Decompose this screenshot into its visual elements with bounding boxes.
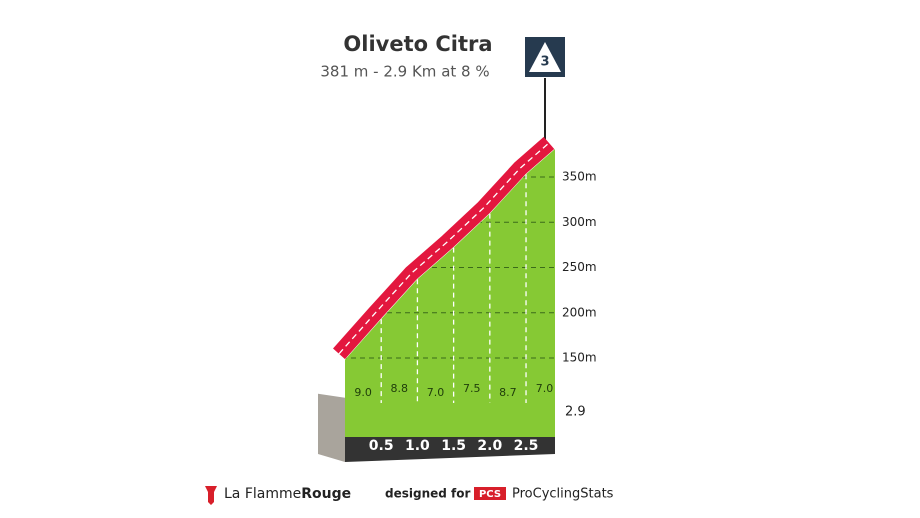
gradient-label: 7.0 [536, 382, 554, 395]
x-label: 1.5 [441, 438, 466, 454]
base-side [318, 393, 345, 462]
x-end-label: 2.9 [565, 405, 586, 420]
pcs: PCS [479, 489, 501, 500]
x-label: 2.5 [514, 438, 539, 454]
subtitle: 381 m - 2.9 Km at 8 % [320, 63, 489, 81]
brand-1: La Flamme [224, 486, 301, 502]
designed-for: designed for [385, 487, 470, 501]
pcs-logo [474, 487, 506, 500]
brand-2: Rouge [301, 486, 351, 502]
gradient-label: 9.0 [354, 386, 372, 399]
y-tick-label: 150m [562, 351, 597, 365]
x-label: 1.0 [405, 438, 430, 454]
gradient-label: 8.7 [499, 386, 517, 399]
road-centre [338, 142, 550, 355]
gradient-label: 7.5 [463, 382, 481, 395]
profile-face [345, 148, 555, 437]
base-front [345, 437, 555, 462]
site: ProCyclingStats [512, 487, 614, 502]
y-tick-label: 350m [562, 170, 597, 184]
x-label: 0.5 [369, 438, 394, 454]
gradient-label: 7.0 [427, 386, 445, 399]
title: Oliveto Citra [343, 32, 492, 56]
badge-triangle [529, 42, 561, 72]
flamme-logo [205, 486, 217, 505]
y-tick-label: 200m [562, 305, 597, 319]
brand: La FlammeRouge [224, 486, 351, 502]
y-tick-label: 300m [562, 215, 597, 229]
plot: 150m 200m 250m 300m 350m 0.5 1.0 1.5 2.0 2.5 2.9 9.… [318, 136, 597, 462]
x-label: 2.0 [477, 438, 502, 454]
gradient-label: 8.8 [391, 382, 409, 395]
category: 3 [540, 55, 549, 70]
y-tick-label: 250m [562, 260, 597, 274]
